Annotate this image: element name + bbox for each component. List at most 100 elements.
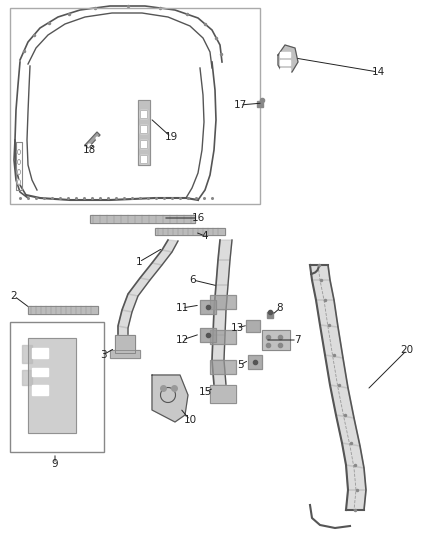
Text: 14: 14: [371, 67, 385, 77]
Polygon shape: [212, 360, 226, 385]
Polygon shape: [316, 300, 338, 327]
Text: 16: 16: [191, 213, 205, 223]
Polygon shape: [118, 310, 132, 328]
Bar: [262, 330, 290, 350]
Ellipse shape: [18, 159, 21, 165]
Polygon shape: [162, 240, 178, 252]
Bar: [200, 328, 216, 342]
Polygon shape: [118, 326, 128, 340]
Bar: [10, 8, 260, 204]
Polygon shape: [310, 265, 330, 280]
Text: 17: 17: [233, 100, 247, 110]
Text: 5: 5: [237, 360, 244, 370]
Bar: [140, 140, 147, 148]
Polygon shape: [152, 250, 172, 265]
Bar: [210, 360, 236, 374]
Polygon shape: [320, 325, 343, 358]
Bar: [138, 100, 150, 165]
Bar: [140, 125, 147, 133]
Bar: [210, 330, 236, 344]
Bar: [246, 320, 260, 332]
Text: 15: 15: [198, 387, 212, 397]
Bar: [115, 335, 135, 353]
Bar: [210, 360, 236, 374]
Bar: [28, 306, 98, 314]
Text: 13: 13: [230, 323, 244, 333]
Text: 12: 12: [175, 335, 189, 345]
Bar: [262, 330, 290, 350]
Bar: [22, 370, 32, 385]
Polygon shape: [330, 385, 354, 418]
Polygon shape: [140, 263, 162, 280]
Text: 19: 19: [164, 132, 178, 142]
Bar: [210, 295, 236, 309]
Text: 18: 18: [82, 145, 95, 155]
Bar: [140, 140, 147, 148]
Bar: [248, 355, 262, 369]
Bar: [32, 368, 48, 376]
Polygon shape: [128, 278, 150, 296]
Polygon shape: [218, 240, 232, 260]
Bar: [280, 68, 290, 73]
Polygon shape: [85, 132, 100, 148]
Text: 4: 4: [201, 231, 208, 241]
Bar: [140, 155, 147, 163]
Text: 3: 3: [100, 350, 106, 360]
Text: 20: 20: [400, 345, 413, 355]
Polygon shape: [325, 355, 348, 388]
Bar: [155, 228, 225, 235]
Bar: [32, 385, 48, 395]
Bar: [140, 155, 147, 163]
Bar: [28, 338, 76, 433]
Polygon shape: [342, 443, 364, 468]
Text: 1: 1: [136, 257, 142, 267]
Polygon shape: [212, 335, 225, 360]
Bar: [115, 335, 135, 353]
Ellipse shape: [18, 149, 21, 155]
Bar: [210, 385, 236, 403]
Bar: [28, 338, 76, 433]
Bar: [210, 295, 236, 309]
Polygon shape: [346, 465, 366, 490]
Polygon shape: [214, 285, 228, 310]
Text: 2: 2: [11, 291, 18, 301]
Bar: [10, 322, 104, 452]
Bar: [246, 320, 260, 332]
Text: 10: 10: [184, 415, 197, 425]
Bar: [110, 350, 140, 358]
Polygon shape: [216, 260, 230, 285]
Ellipse shape: [18, 169, 21, 174]
Bar: [200, 300, 216, 314]
Bar: [90, 215, 195, 223]
Bar: [210, 385, 236, 403]
Text: 7: 7: [294, 335, 300, 345]
Polygon shape: [152, 375, 188, 422]
Bar: [200, 300, 216, 314]
Bar: [210, 330, 236, 344]
Bar: [280, 60, 290, 65]
Text: 11: 11: [175, 303, 189, 313]
Text: 9: 9: [52, 459, 58, 469]
Polygon shape: [346, 490, 366, 510]
Bar: [140, 110, 147, 118]
Bar: [155, 228, 225, 235]
Text: 8: 8: [277, 303, 283, 313]
Bar: [138, 100, 150, 165]
Bar: [90, 215, 195, 223]
Bar: [280, 52, 290, 57]
Polygon shape: [312, 280, 334, 300]
Polygon shape: [278, 45, 298, 72]
Bar: [22, 345, 32, 363]
Bar: [140, 110, 147, 118]
Polygon shape: [336, 415, 360, 446]
Polygon shape: [213, 310, 226, 335]
Ellipse shape: [18, 180, 21, 184]
Text: 6: 6: [190, 275, 196, 285]
Bar: [248, 355, 262, 369]
Bar: [32, 348, 48, 358]
Polygon shape: [122, 294, 138, 312]
Bar: [28, 306, 98, 314]
Bar: [200, 328, 216, 342]
Bar: [110, 350, 140, 358]
Bar: [140, 125, 147, 133]
